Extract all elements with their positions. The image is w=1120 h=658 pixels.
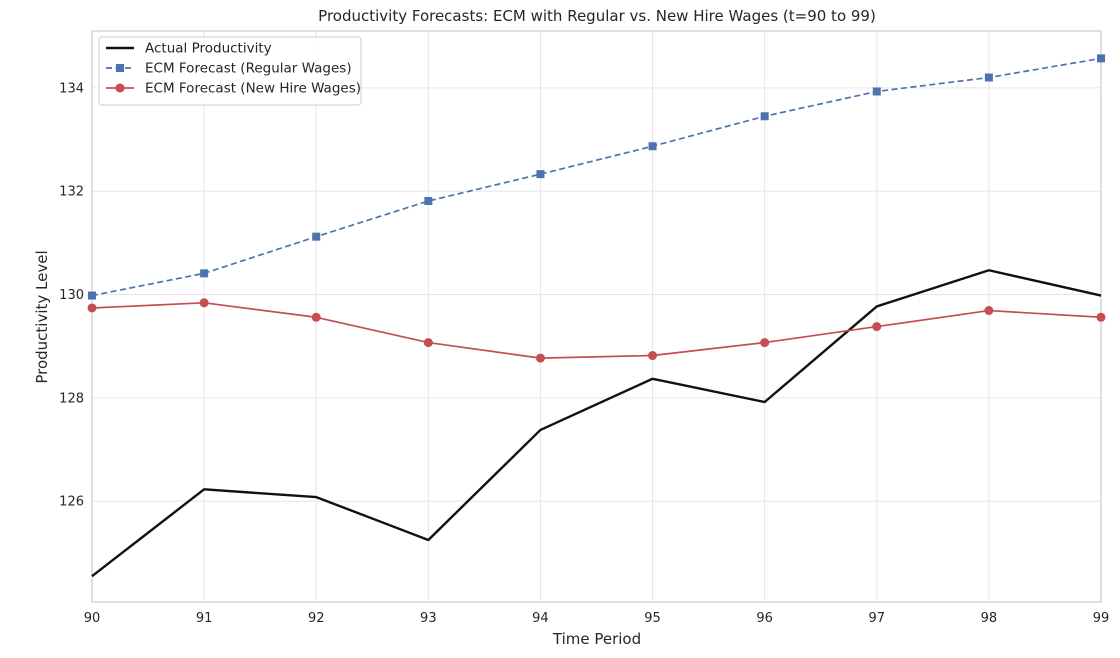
- ecm-forecast-new-hire-wages-marker: [760, 338, 770, 348]
- axes: 90 91 92 93 94 95 96 97 98 99 126 128 130 132 134: [59, 30, 1110, 626]
- ecm-forecast-new-hire-wages-marker: [535, 353, 545, 363]
- ecm-forecast-new-hire-wages-marker: [872, 322, 882, 332]
- x-tick-label: 95: [644, 611, 661, 626]
- legend: Actual Productivity ECM Forecast (Regular…: [98, 36, 362, 106]
- legend-item-ecm-forecast-regular-wages: ECM Forecast (Regular Wages): [106, 61, 352, 77]
- y-tick-label: 132: [59, 185, 84, 200]
- series-ecm-forecast-regular-wages: [88, 54, 1105, 300]
- series-group: [87, 54, 1106, 578]
- ecm-forecast-new-hire-wages-marker: [1096, 312, 1106, 322]
- ecm-forecast-regular-wages-marker: [760, 112, 769, 121]
- ecm-forecast-regular-wages-marker: [200, 269, 209, 278]
- y-tick-label: 134: [59, 81, 84, 96]
- legend-marker: [115, 83, 125, 93]
- ecm-forecast-new-hire-wages-marker: [311, 312, 321, 322]
- ecm-forecast-new-hire-wages-marker: [648, 351, 658, 361]
- legend-item-ecm-forecast-new-hire-wages: ECM Forecast (New Hire Wages): [106, 81, 361, 97]
- legend-marker: [116, 64, 124, 72]
- legend-label: Actual Productivity: [145, 41, 272, 57]
- y-tick-label: 126: [59, 495, 84, 510]
- x-tick-label: 98: [981, 611, 998, 626]
- ecm-forecast-new-hire-wages-marker: [199, 298, 209, 308]
- ecm-forecast-new-hire-wages-marker: [423, 338, 433, 348]
- ecm-forecast-regular-wages-marker: [88, 291, 96, 300]
- ecm-forecast-new-hire-wages-marker: [984, 306, 994, 316]
- x-tick-label: 92: [308, 611, 325, 626]
- ecm-forecast-regular-wages-marker: [872, 87, 881, 96]
- legend-box: [98, 36, 362, 106]
- grid-lines: [91, 31, 1102, 602]
- x-tick-label: 93: [420, 611, 437, 626]
- y-axis-title: Productivity Level: [33, 250, 51, 383]
- actual-productivity-line: [91, 269, 1102, 578]
- series-actual-productivity: [91, 269, 1102, 578]
- x-tick-label: 94: [532, 611, 549, 626]
- ecm-forecast-regular-wages-marker: [648, 142, 657, 151]
- legend-item-actual-productivity: Actual Productivity: [106, 41, 272, 57]
- ecm-forecast-regular-wages-marker: [312, 232, 321, 241]
- legend-label: ECM Forecast (Regular Wages): [145, 61, 352, 77]
- x-tick-label: 90: [84, 611, 101, 626]
- x-tick-label: 99: [1093, 611, 1110, 626]
- ecm-forecast-regular-wages-line: [91, 57, 1102, 297]
- ecm-forecast-new-hire-wages-line: [91, 301, 1102, 359]
- x-axis-title: Time Period: [552, 630, 641, 648]
- series-ecm-forecast-new-hire-wages: [87, 298, 1106, 363]
- x-tick-label: 91: [196, 611, 213, 626]
- ecm-forecast-regular-wages-marker: [424, 197, 433, 206]
- legend-label: ECM Forecast (New Hire Wages): [145, 81, 361, 97]
- ecm-forecast-regular-wages-marker: [1097, 54, 1105, 63]
- y-tick-label: 128: [59, 391, 84, 406]
- ecm-forecast-regular-wages-marker: [536, 170, 545, 179]
- ecm-forecast-new-hire-wages-marker: [87, 303, 97, 313]
- x-tick-label: 97: [869, 611, 886, 626]
- x-tick-label: 96: [756, 611, 773, 626]
- ecm-forecast-regular-wages-marker: [984, 73, 993, 82]
- y-tick-label: 130: [59, 288, 84, 303]
- chart-title: Productivity Forecasts: ECM with Regular…: [318, 7, 876, 25]
